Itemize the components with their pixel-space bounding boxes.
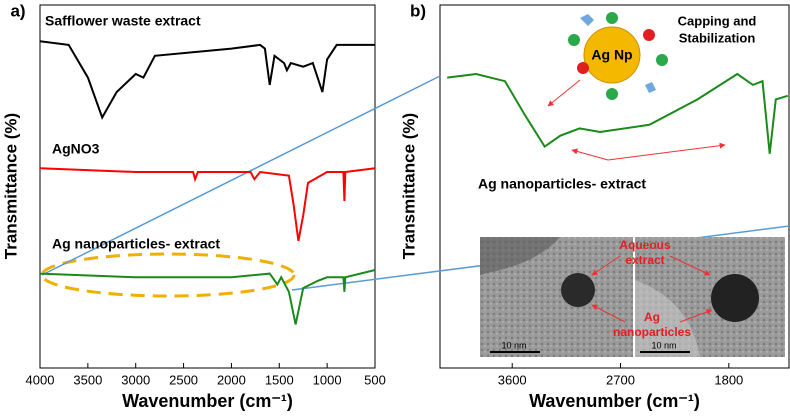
arrow <box>669 255 711 276</box>
arrow <box>607 142 726 161</box>
np-icon <box>547 12 668 107</box>
arrow <box>591 304 626 323</box>
spectrum <box>39 269 376 325</box>
x-tick-label: 1500 <box>265 372 294 387</box>
ligand <box>656 54 668 66</box>
panel-label: a) <box>10 1 25 20</box>
arrow <box>591 255 621 276</box>
plot-frame <box>439 4 790 369</box>
panel-label: b) <box>410 1 426 20</box>
x-axis-label: Wavenumber (cm⁻¹) <box>122 391 293 411</box>
annotation: Ag <box>644 310 660 324</box>
annotation: 10 nm <box>501 340 526 350</box>
arrow <box>679 309 713 323</box>
spectrum <box>447 72 789 154</box>
x-tick-label: 2700 <box>606 372 635 387</box>
ligand <box>580 14 594 26</box>
x-tick-label: 2000 <box>217 372 246 387</box>
ligand <box>606 12 618 24</box>
highlight <box>40 252 296 298</box>
annotation: Stabilization <box>679 30 756 45</box>
spectrum <box>39 167 376 242</box>
series-label: Ag nanoparticles- extract <box>52 236 220 252</box>
ligand <box>645 82 656 93</box>
ligand <box>577 62 589 74</box>
series-label: Ag nanoparticles- extract <box>478 176 646 192</box>
zoom-line <box>41 75 441 276</box>
x-tick-label: 3600 <box>498 372 527 387</box>
series-label: AgNO3 <box>52 141 100 157</box>
ligand <box>606 88 618 100</box>
y-axis-label: Transmittance (%) <box>1 113 20 259</box>
annotation: nanoparticles <box>613 325 691 339</box>
x-tick-label: 3000 <box>121 372 150 387</box>
tem-particle <box>561 273 595 307</box>
annotation: Aqueous <box>619 238 671 252</box>
x-axis-label: Wavenumber (cm⁻¹) <box>529 391 700 411</box>
tem-shade <box>480 237 560 275</box>
annotation: extract <box>625 253 664 267</box>
ligand <box>643 29 655 41</box>
ligand <box>568 34 580 46</box>
x-tick-label: 3500 <box>73 372 102 387</box>
y-axis-label: Transmittance (%) <box>399 113 418 259</box>
tem-shade <box>635 280 700 357</box>
arrow <box>547 79 581 107</box>
spectrum <box>39 40 375 120</box>
x-tick-label: 500 <box>364 372 386 387</box>
annotation: Capping and <box>678 13 757 28</box>
tem-inset <box>480 237 785 357</box>
x-tick-label: 1000 <box>313 372 342 387</box>
series-label: Safflower waste extract <box>45 13 201 29</box>
np-core <box>583 26 641 84</box>
annotation: Ag Np <box>591 47 632 63</box>
x-tick-label: 1800 <box>714 372 743 387</box>
x-tick-label: 4000 <box>26 372 55 387</box>
x-tick-label: 2500 <box>169 372 198 387</box>
tem-particle <box>711 274 759 322</box>
arrow <box>571 148 609 161</box>
plot-frame <box>39 4 376 369</box>
annotation: 10 nm <box>651 340 676 350</box>
